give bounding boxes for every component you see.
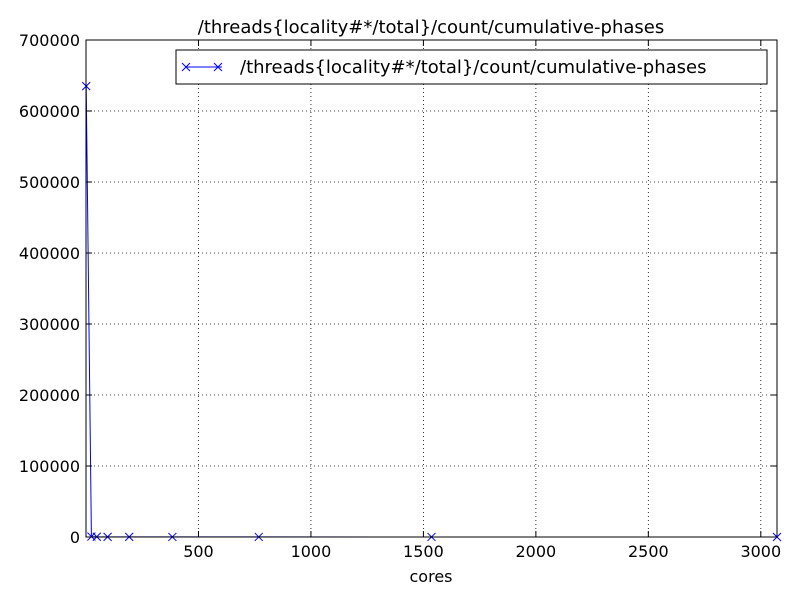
y-tick-label: 200000 (19, 386, 80, 405)
axis-ticks: 500 1000 1500 2000 2500 3000 0 100000 200000 3000… (19, 31, 781, 561)
series-layer (81, 81, 782, 542)
y-tick-label: 600000 (19, 102, 80, 121)
x-tick-label: 1500 (403, 542, 444, 561)
series-line (85, 86, 777, 538)
legend-label: /threads{locality#*/total}/count/cumulat… (240, 57, 706, 78)
legend-marker-right (213, 62, 223, 72)
legend-box (175, 49, 768, 85)
x-axis-label: cores (410, 567, 453, 586)
y-tick-label: 400000 (19, 244, 80, 263)
y-tick-label: 0 (70, 528, 80, 547)
legend-marker-left (181, 62, 191, 72)
plot-frame (85, 39, 778, 538)
x-tick-label: 1000 (291, 542, 332, 561)
x-tick-label: 2000 (516, 542, 557, 561)
x-tick-label: 3000 (740, 542, 781, 561)
grid-lines (86, 40, 777, 537)
x-tick-label: 500 (183, 542, 214, 561)
y-tick-label: 100000 (19, 457, 80, 476)
x-tick-label: 2500 (628, 542, 669, 561)
chart-title: /threads{locality#*/total}/count/cumulat… (198, 17, 664, 38)
y-tick-label: 700000 (19, 31, 80, 50)
y-tick-label: 500000 (19, 173, 80, 192)
y-tick-label: 300000 (19, 315, 80, 334)
legend: /threads{locality#*/total}/count/cumulat… (175, 49, 768, 85)
